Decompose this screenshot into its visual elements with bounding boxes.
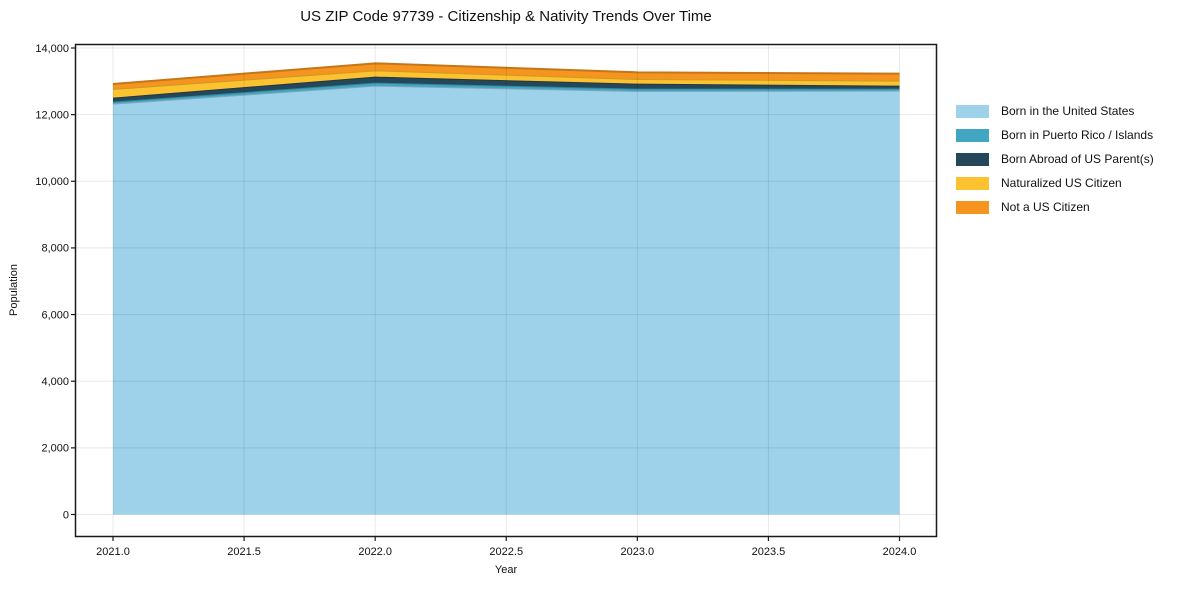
legend-item: Not a US Citizen	[956, 200, 1154, 214]
area-band	[113, 63, 900, 89]
area-band-edge	[112, 62, 900, 85]
x-tick-label: 2022.5	[489, 546, 523, 558]
legend-label: Naturalized US Citizen	[1001, 176, 1122, 190]
legend-swatch	[956, 128, 989, 142]
legend-swatch	[956, 152, 989, 166]
area-band	[113, 85, 900, 515]
legend-swatch	[956, 176, 989, 190]
y-tick-label: 8,000	[41, 243, 69, 255]
legend-label: Born in Puerto Rico / Islands	[1001, 128, 1154, 142]
legend: Born in the United States Born in Puerto …	[956, 104, 1154, 224]
legend-swatch	[956, 104, 989, 118]
legend-label: Born Abroad of US Parent(s)	[1001, 152, 1154, 166]
legend-item: Born in Puerto Rico / Islands	[956, 128, 1154, 142]
x-tick-label: 2021.0	[96, 546, 130, 558]
y-tick-label: 12,000	[35, 109, 69, 121]
y-tick-label: 4,000	[41, 376, 69, 388]
legend-item: Born in the United States	[956, 104, 1154, 118]
legend-item: Born Abroad of US Parent(s)	[956, 152, 1154, 166]
x-tick-label: 2023.5	[752, 546, 786, 558]
x-tick-label: 2024.0	[883, 546, 917, 558]
y-tick-label: 14,000	[35, 43, 69, 55]
x-tick-label: 2023.0	[621, 546, 655, 558]
legend-label: Born in the United States	[1001, 104, 1135, 118]
y-tick-label: 0	[63, 509, 69, 521]
legend-label: Not a US Citizen	[1001, 200, 1090, 214]
legend-item: Naturalized US Citizen	[956, 176, 1154, 190]
x-tick-label: 2022.0	[358, 546, 392, 558]
x-axis-label: Year	[494, 564, 518, 576]
area-band	[113, 70, 900, 98]
x-tick-label: 2021.5	[227, 546, 261, 558]
y-tick-label: 2,000	[41, 443, 69, 455]
chart-title: US ZIP Code 97739 - Citizenship & Nativi…	[300, 8, 712, 25]
y-tick-label: 6,000	[41, 309, 69, 321]
y-tick-label: 10,000	[35, 176, 69, 188]
legend-swatch	[956, 200, 989, 214]
